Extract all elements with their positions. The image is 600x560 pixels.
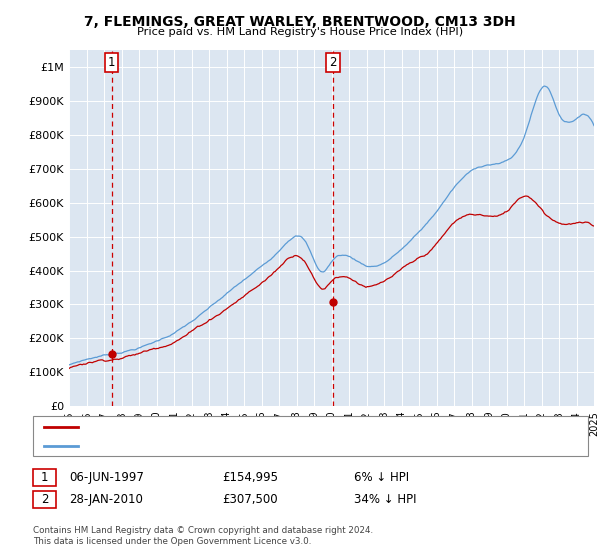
Text: 6% ↓ HPI: 6% ↓ HPI	[354, 470, 409, 484]
Text: HPI: Average price, detached house, Brentwood: HPI: Average price, detached house, Bren…	[84, 441, 346, 450]
Text: 7, FLEMINGS, GREAT WARLEY, BRENTWOOD, CM13 3DH (detached house): 7, FLEMINGS, GREAT WARLEY, BRENTWOOD, CM…	[84, 422, 489, 432]
Text: 28-JAN-2010: 28-JAN-2010	[69, 493, 143, 506]
Text: £307,500: £307,500	[222, 493, 278, 506]
Text: 06-JUN-1997: 06-JUN-1997	[69, 470, 144, 484]
Text: 34% ↓ HPI: 34% ↓ HPI	[354, 493, 416, 506]
Text: £154,995: £154,995	[222, 470, 278, 484]
Text: 1: 1	[41, 470, 48, 484]
Text: Contains HM Land Registry data © Crown copyright and database right 2024.
This d: Contains HM Land Registry data © Crown c…	[33, 526, 373, 546]
Text: Price paid vs. HM Land Registry's House Price Index (HPI): Price paid vs. HM Land Registry's House …	[137, 27, 463, 37]
Text: 2: 2	[329, 57, 337, 69]
Text: 1: 1	[108, 57, 115, 69]
Text: 7, FLEMINGS, GREAT WARLEY, BRENTWOOD, CM13 3DH: 7, FLEMINGS, GREAT WARLEY, BRENTWOOD, CM…	[84, 15, 516, 29]
Text: 2: 2	[41, 493, 48, 506]
